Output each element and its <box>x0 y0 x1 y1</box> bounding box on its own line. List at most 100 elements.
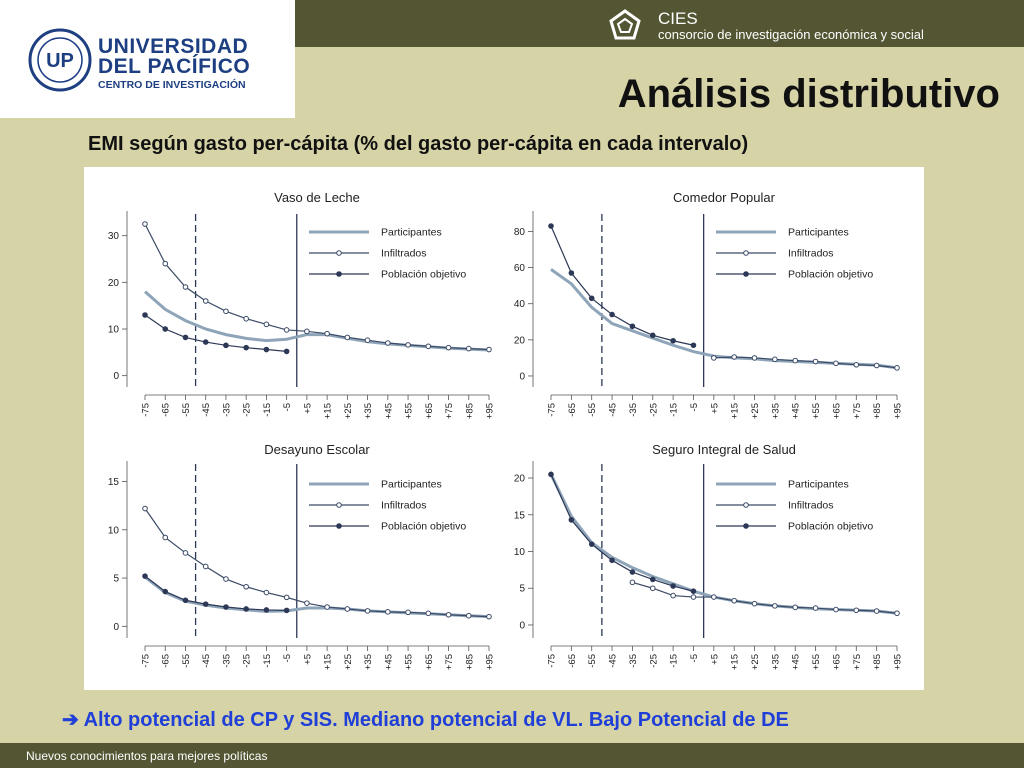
data-point-poblacion <box>182 334 189 341</box>
x-tick-label: +25 <box>750 654 761 670</box>
data-point-infiltrados <box>162 534 169 541</box>
chart-title: Comedor Popular <box>673 190 776 205</box>
data-point-infiltrados <box>425 610 432 617</box>
data-point-infiltrados <box>142 221 148 227</box>
data-point-infiltrados <box>649 585 656 592</box>
x-tick-label: +65 <box>424 403 435 419</box>
data-point-infiltrados <box>711 355 717 361</box>
data-point-infiltrados <box>142 505 148 512</box>
y-tick-label: 0 <box>519 371 525 382</box>
x-tick-label: +15 <box>730 654 741 670</box>
x-tick-label: +75 <box>444 654 455 670</box>
y-tick-label: 0 <box>113 371 119 382</box>
chart-panel-3: Desayuno Escolar 0 5 10 15 -75 -65 -55 -45 -35 -25… <box>108 442 496 670</box>
data-point-poblacion <box>690 588 697 594</box>
x-tick-label: +65 <box>831 654 842 670</box>
page-title: Análisis distributivo <box>617 72 1000 116</box>
legend-marker-poblacion <box>336 523 342 529</box>
data-point-poblacion <box>629 569 636 575</box>
chart-title: Desayuno Escolar <box>264 442 370 457</box>
x-tick-label: +65 <box>424 654 435 670</box>
data-point-infiltrados <box>364 608 371 614</box>
x-tick-label: -45 <box>201 403 212 417</box>
x-tick-label: -25 <box>242 654 253 668</box>
x-tick-label: +55 <box>811 654 822 670</box>
university-name-line1: UNIVERSIDAD <box>98 35 249 58</box>
legend-label: Población objetivo <box>788 269 873 281</box>
legend-label: Infiltrados <box>381 248 427 260</box>
data-point-infiltrados <box>364 337 371 343</box>
data-point-poblacion <box>223 342 229 349</box>
series-line-participantes <box>550 268 898 370</box>
data-point-poblacion <box>548 471 554 478</box>
y-tick-label: 10 <box>108 525 120 536</box>
data-point-infiltrados <box>385 340 391 346</box>
series-line-participantes <box>144 290 490 352</box>
series-line-infiltrados <box>632 581 898 614</box>
data-point-poblacion <box>202 601 209 607</box>
chart-panel-1: Vaso de Leche 0 10 20 30 -75 -65 -55 -45 -35 -25 -1… <box>108 190 496 419</box>
chart-panel: Vaso de Leche 0 10 20 30 -75 -65 -55 -45 -35 -25 -1… <box>84 167 924 690</box>
data-point-infiltrados <box>792 604 799 611</box>
data-point-infiltrados <box>629 579 636 586</box>
data-point-poblacion <box>548 223 554 229</box>
series-line-participantes <box>144 575 490 619</box>
data-point-infiltrados <box>833 606 839 613</box>
data-point-infiltrados <box>405 609 411 616</box>
data-point-poblacion <box>588 295 595 302</box>
series-line-participantes <box>549 473 898 615</box>
x-tick-label: -5 <box>689 654 700 662</box>
data-point-poblacion <box>670 583 676 589</box>
university-name-line3: CENTRO DE INVESTIGACIÓN <box>98 79 246 91</box>
data-point-infiltrados <box>223 308 229 315</box>
x-tick-label: +95 <box>893 403 904 419</box>
x-tick-label: -35 <box>221 654 232 668</box>
data-point-poblacion <box>263 346 270 353</box>
x-tick-label: +85 <box>464 654 475 670</box>
series-line-infiltrados <box>144 508 490 618</box>
x-tick-label: +25 <box>750 403 761 419</box>
x-tick-label: +45 <box>791 654 802 670</box>
y-tick-label: 20 <box>514 335 526 346</box>
x-tick-label: -35 <box>628 403 639 417</box>
x-tick-label: -65 <box>567 654 578 668</box>
university-name-line2: DEL PACÍFICO <box>98 55 251 78</box>
y-tick-label: 80 <box>514 227 526 238</box>
series-line-poblacion <box>144 314 287 352</box>
data-point-poblacion <box>629 323 636 330</box>
x-tick-label: -45 <box>608 654 619 668</box>
y-tick-label: 0 <box>113 622 119 633</box>
x-tick-label: +55 <box>404 654 415 670</box>
legend-marker-poblacion <box>743 523 749 529</box>
data-point-infiltrados <box>324 604 330 610</box>
chart-title: Vaso de Leche <box>274 190 360 205</box>
x-tick-label: +55 <box>404 403 415 419</box>
x-tick-label: -25 <box>648 403 659 417</box>
x-tick-label: +35 <box>770 654 781 670</box>
data-point-poblacion <box>568 517 575 523</box>
data-point-infiltrados <box>223 576 229 582</box>
data-point-infiltrados <box>202 298 209 304</box>
x-tick-label: +15 <box>730 403 741 419</box>
x-tick-label: -15 <box>669 654 680 668</box>
data-point-infiltrados <box>772 603 778 609</box>
legend-label: Participantes <box>381 479 442 491</box>
data-point-infiltrados <box>751 355 758 361</box>
y-tick-label: 30 <box>108 231 120 242</box>
university-logo: UP UNIVERSIDAD DEL PACÍFICO CENTRO DE IN… <box>0 0 295 118</box>
x-tick-label: +45 <box>383 403 394 419</box>
x-tick-label: -5 <box>689 403 700 411</box>
data-point-infiltrados <box>690 594 697 600</box>
x-tick-label: +35 <box>363 403 374 419</box>
data-point-infiltrados <box>263 589 270 596</box>
data-point-infiltrados <box>853 607 860 614</box>
data-point-poblacion <box>263 607 270 613</box>
data-point-infiltrados <box>873 362 880 369</box>
data-point-poblacion <box>142 312 148 318</box>
x-tick-label: +35 <box>770 403 781 419</box>
x-tick-label: -75 <box>547 654 558 668</box>
data-point-infiltrados <box>465 345 472 352</box>
data-point-infiltrados <box>894 610 900 617</box>
x-tick-label: -75 <box>141 403 152 417</box>
data-point-infiltrados <box>772 356 778 363</box>
